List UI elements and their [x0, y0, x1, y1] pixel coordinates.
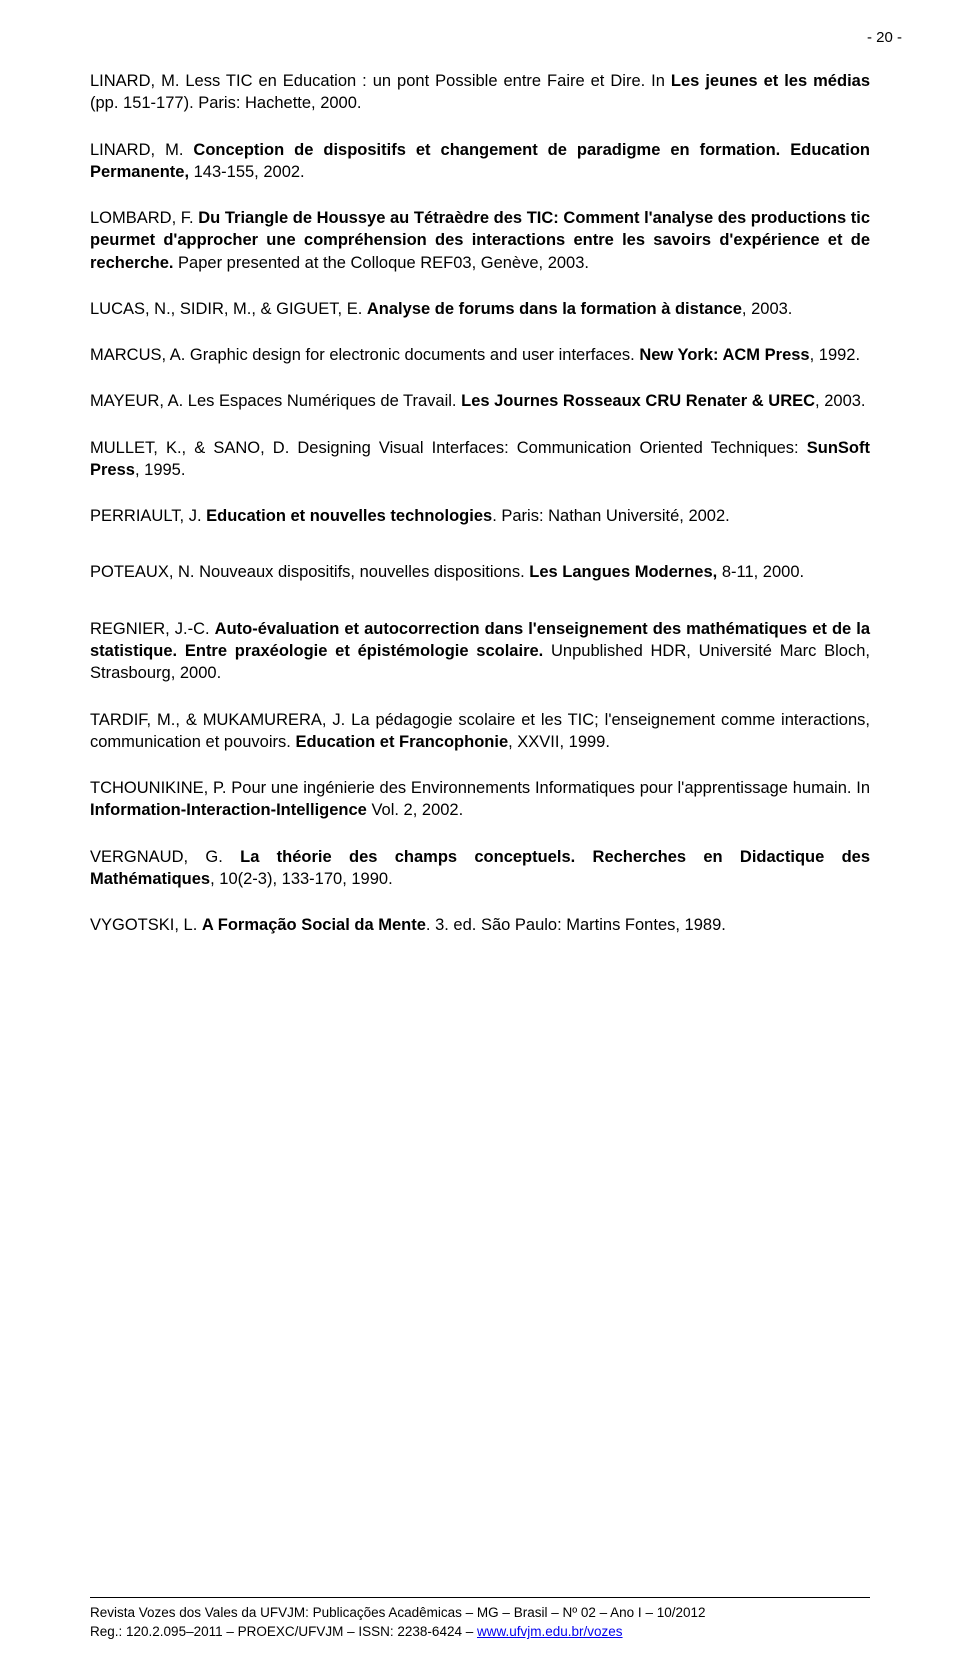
- reference-text: , 10(2-3), 133-170, 1990.: [210, 870, 393, 888]
- reference-title: Information-Interaction-Intelligence: [90, 801, 367, 819]
- reference-title: Les Langues Modernes,: [529, 563, 717, 581]
- reference-entry: POTEAUX, N. Nouveaux dispositifs, nouvel…: [90, 561, 870, 583]
- reference-title: Les jeunes et les médias: [671, 72, 870, 90]
- reference-entry: PERRIAULT, J. Education et nouvelles tec…: [90, 505, 870, 527]
- reference-entry: LINARD, M. Conception de dispositifs et …: [90, 139, 870, 184]
- reference-text: MULLET, K., & SANO, D. Designing Visual …: [90, 439, 807, 457]
- reference-text: (pp. 151-177). Paris: Hachette, 2000.: [90, 94, 362, 112]
- reference-entry: VERGNAUD, G. La théorie des champs conce…: [90, 846, 870, 891]
- reference-text: , 2003.: [742, 300, 792, 318]
- reference-text: LOMBARD, F.: [90, 209, 198, 227]
- reference-text: MAYEUR, A. Les Espaces Numériques de Tra…: [90, 392, 461, 410]
- reference-text: , 2003.: [815, 392, 865, 410]
- reference-text: LINARD, M.: [90, 141, 193, 159]
- reference-text: VERGNAUD, G.: [90, 848, 240, 866]
- footer-link[interactable]: www.ufvjm.edu.br/vozes: [477, 1624, 623, 1639]
- references-list: LINARD, M. Less TIC en Education : un po…: [90, 70, 870, 936]
- reference-text: , 1992.: [810, 346, 860, 364]
- reference-entry: LINARD, M. Less TIC en Education : un po…: [90, 70, 870, 115]
- reference-text: Vol. 2, 2002.: [367, 801, 463, 819]
- reference-text: Paper presented at the Colloque REF03, G…: [173, 254, 589, 272]
- reference-text: 8-11, 2000.: [717, 563, 804, 581]
- reference-entry: MARCUS, A. Graphic design for electronic…: [90, 344, 870, 366]
- reference-entry: VYGOTSKI, L. A Formação Social da Mente.…: [90, 914, 870, 936]
- page-footer: Revista Vozes dos Vales da UFVJM: Public…: [90, 1597, 870, 1642]
- page-number: - 20 -: [867, 28, 902, 48]
- reference-entry: REGNIER, J.-C. Auto-évaluation et autoco…: [90, 618, 870, 685]
- reference-text: . 3. ed. São Paulo: Martins Fontes, 1989…: [426, 916, 726, 934]
- reference-title: A Formação Social da Mente: [202, 916, 426, 934]
- reference-text: . Paris: Nathan Université, 2002.: [492, 507, 730, 525]
- reference-entry: TARDIF, M., & MUKAMURERA, J. La pédagogi…: [90, 709, 870, 754]
- reference-entry: MULLET, K., & SANO, D. Designing Visual …: [90, 437, 870, 482]
- reference-entry: LUCAS, N., SIDIR, M., & GIGUET, E. Analy…: [90, 298, 870, 320]
- reference-text: POTEAUX, N. Nouveaux dispositifs, nouvel…: [90, 563, 529, 581]
- reference-title: Education et nouvelles technologies: [206, 507, 492, 525]
- reference-text: PERRIAULT, J.: [90, 507, 206, 525]
- reference-entry: LOMBARD, F. Du Triangle de Houssye au Té…: [90, 207, 870, 274]
- reference-text: TCHOUNIKINE, P. Pour une ingénierie des …: [90, 779, 870, 797]
- reference-text: VYGOTSKI, L.: [90, 916, 202, 934]
- reference-text: , 1995.: [135, 461, 185, 479]
- footer-line-2: Reg.: 120.2.095–2011 – PROEXC/UFVJM – IS…: [90, 1623, 870, 1642]
- reference-text: MARCUS, A. Graphic design for electronic…: [90, 346, 639, 364]
- reference-title: Les Journes Rosseaux CRU Renater & UREC: [461, 392, 815, 410]
- reference-text: LINARD, M. Less TIC en Education : un po…: [90, 72, 671, 90]
- reference-entry: MAYEUR, A. Les Espaces Numériques de Tra…: [90, 390, 870, 412]
- reference-text: LUCAS, N., SIDIR, M., & GIGUET, E.: [90, 300, 367, 318]
- footer-reg: Reg.: 120.2.095–2011 – PROEXC/UFVJM – IS…: [90, 1624, 477, 1639]
- reference-title: New York: ACM Press: [639, 346, 809, 364]
- reference-title: Education et Francophonie: [295, 733, 508, 751]
- reference-text: REGNIER, J.-C.: [90, 620, 215, 638]
- reference-title: Analyse de forums dans la formation à di…: [367, 300, 742, 318]
- reference-entry: TCHOUNIKINE, P. Pour une ingénierie des …: [90, 777, 870, 822]
- reference-text: , XXVII, 1999.: [508, 733, 610, 751]
- footer-line-1: Revista Vozes dos Vales da UFVJM: Public…: [90, 1604, 870, 1623]
- reference-text: 143-155, 2002.: [189, 163, 305, 181]
